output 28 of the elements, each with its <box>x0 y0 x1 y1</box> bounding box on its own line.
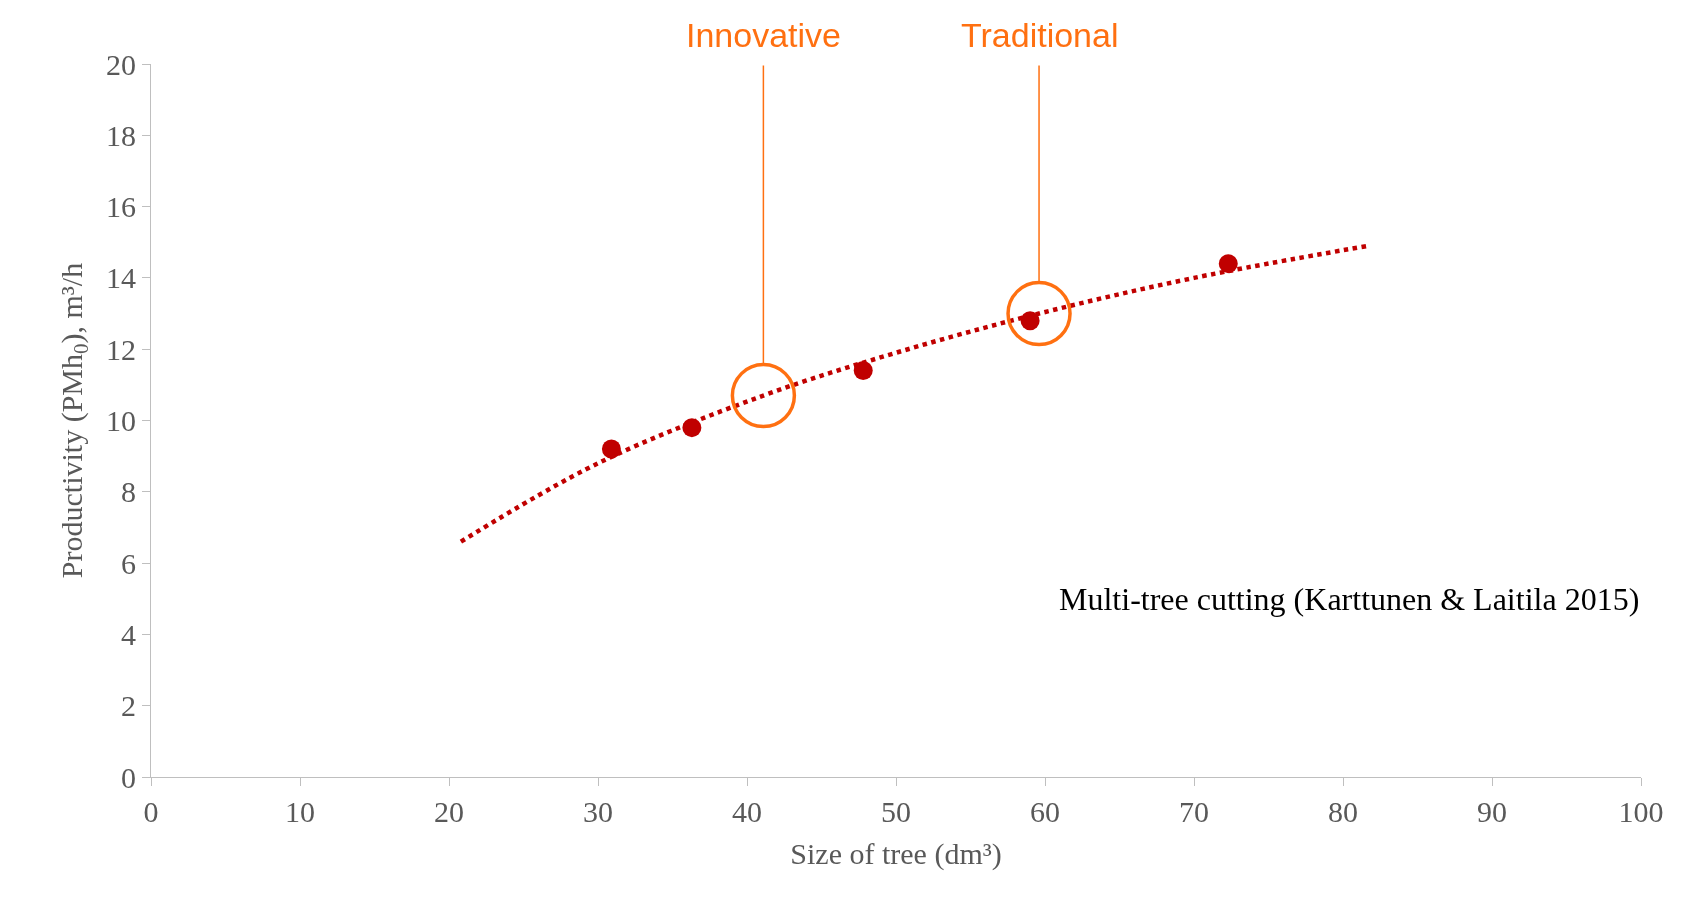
y-tick-label: 2 <box>121 689 136 723</box>
y-tick-label: 16 <box>106 190 136 224</box>
y-tick-label: 0 <box>121 760 136 794</box>
y-tick-label: 14 <box>106 261 136 295</box>
y-tick-label: 12 <box>106 332 136 366</box>
y-tick-label: 18 <box>106 118 136 152</box>
x-tick-label: 80 <box>1328 795 1358 828</box>
x-tick-label: 20 <box>434 795 464 828</box>
y-tick-label: 10 <box>106 404 136 437</box>
y-tick-label: 6 <box>121 546 136 580</box>
annotation: Multi-tree cutting (Karttunen & Laitila 2015) <box>1059 581 1640 617</box>
point <box>1218 254 1238 274</box>
x-tick-label: 100 <box>1618 795 1664 828</box>
x-tick-label: 60 <box>1030 795 1060 828</box>
annotation: Traditional <box>961 16 1119 54</box>
y-tick-label: 4 <box>121 617 136 651</box>
x-tick-label: 10 <box>285 795 315 828</box>
x-tick-label: 90 <box>1477 795 1507 828</box>
y-tick-label: 8 <box>121 475 136 509</box>
x-tick-label: 40 <box>732 795 762 828</box>
x-tick-label: 50 <box>881 795 911 828</box>
point <box>853 361 873 381</box>
x-tick-label: 0 <box>143 795 159 828</box>
x-tick-label: 30 <box>583 795 613 828</box>
x-tick-label: 70 <box>1179 795 1209 828</box>
y-tick-label: 20 <box>106 47 136 81</box>
x-axis-title: Size of tree (dm³) <box>790 836 1002 871</box>
annotation: Innovative <box>686 16 841 54</box>
